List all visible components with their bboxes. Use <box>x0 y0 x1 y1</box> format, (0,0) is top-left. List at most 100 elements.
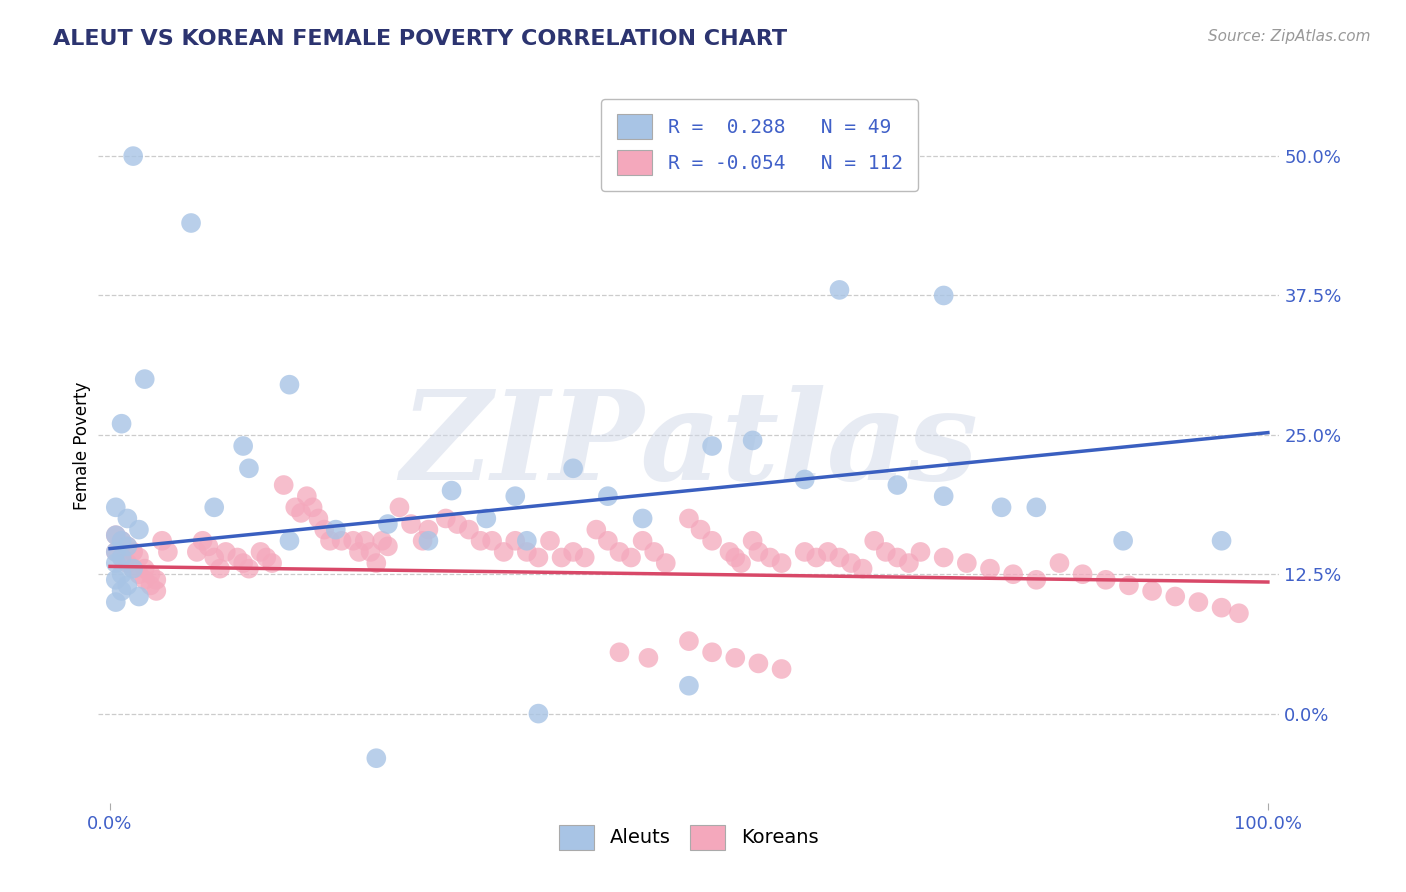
Point <box>110 533 132 548</box>
Point <box>1025 500 1047 515</box>
Point <box>979 562 1001 576</box>
Point <box>678 679 700 693</box>
Point <box>122 545 145 559</box>
Point <box>366 751 388 765</box>
Point <box>180 216 202 230</box>
Point <box>145 583 167 598</box>
Point <box>110 567 132 582</box>
Point <box>839 556 862 570</box>
Point <box>655 556 678 570</box>
Point <box>863 533 886 548</box>
Point <box>360 545 382 559</box>
Point <box>828 550 851 565</box>
Point <box>550 550 572 565</box>
Point <box>678 634 700 648</box>
Point <box>1112 533 1135 548</box>
Point <box>1118 578 1140 592</box>
Point <box>145 573 167 587</box>
Point <box>910 545 932 559</box>
Point <box>319 533 342 548</box>
Point <box>273 478 295 492</box>
Point <box>110 533 132 548</box>
Point <box>700 645 723 659</box>
Point <box>104 545 127 559</box>
Point <box>503 489 526 503</box>
Point <box>330 533 353 548</box>
Point <box>458 523 481 537</box>
Point <box>150 533 173 548</box>
Point <box>574 550 596 565</box>
Point <box>527 550 550 565</box>
Point <box>793 473 815 487</box>
Point <box>208 562 231 576</box>
Point <box>516 545 538 559</box>
Point <box>412 533 434 548</box>
Point <box>128 523 150 537</box>
Point <box>700 439 723 453</box>
Point <box>1211 600 1233 615</box>
Point <box>128 567 150 582</box>
Point <box>434 511 457 525</box>
Point <box>1211 533 1233 548</box>
Point <box>446 516 468 531</box>
Point <box>747 657 769 671</box>
Point <box>232 556 254 570</box>
Point <box>886 550 908 565</box>
Point <box>238 562 260 576</box>
Point <box>897 556 920 570</box>
Point <box>527 706 550 721</box>
Point <box>1140 583 1163 598</box>
Point <box>117 578 139 592</box>
Point <box>290 506 312 520</box>
Point <box>440 483 463 498</box>
Point <box>1094 573 1116 587</box>
Text: Source: ZipAtlas.com: Source: ZipAtlas.com <box>1208 29 1371 44</box>
Point <box>353 533 375 548</box>
Point <box>117 556 139 570</box>
Point <box>307 511 329 525</box>
Point <box>886 478 908 492</box>
Point <box>596 489 619 503</box>
Point <box>202 550 225 565</box>
Text: ZIPatlas: ZIPatlas <box>399 385 979 507</box>
Point <box>418 523 440 537</box>
Point <box>134 573 156 587</box>
Point <box>314 523 336 537</box>
Point <box>232 439 254 453</box>
Point <box>724 651 747 665</box>
Point <box>718 545 741 559</box>
Point <box>104 595 127 609</box>
Point <box>128 590 150 604</box>
Point <box>562 545 585 559</box>
Point <box>1187 595 1209 609</box>
Point <box>562 461 585 475</box>
Point <box>371 533 394 548</box>
Point <box>1025 573 1047 587</box>
Point <box>759 550 782 565</box>
Point <box>254 550 277 565</box>
Point <box>104 556 127 570</box>
Point <box>470 533 492 548</box>
Point <box>620 550 643 565</box>
Point <box>215 545 238 559</box>
Point <box>678 511 700 525</box>
Point <box>295 489 318 503</box>
Text: ALEUT VS KOREAN FEMALE POVERTY CORRELATION CHART: ALEUT VS KOREAN FEMALE POVERTY CORRELATI… <box>53 29 787 48</box>
Point <box>516 533 538 548</box>
Point <box>741 533 763 548</box>
Point <box>1164 590 1187 604</box>
Point <box>366 556 388 570</box>
Point <box>817 545 839 559</box>
Point <box>117 539 139 553</box>
Point <box>347 545 370 559</box>
Point <box>631 511 654 525</box>
Point <box>191 533 214 548</box>
Point <box>793 545 815 559</box>
Point <box>284 500 307 515</box>
Point <box>806 550 828 565</box>
Point <box>388 500 411 515</box>
Point <box>492 545 515 559</box>
Point <box>122 562 145 576</box>
Point <box>418 533 440 548</box>
Point <box>643 545 665 559</box>
